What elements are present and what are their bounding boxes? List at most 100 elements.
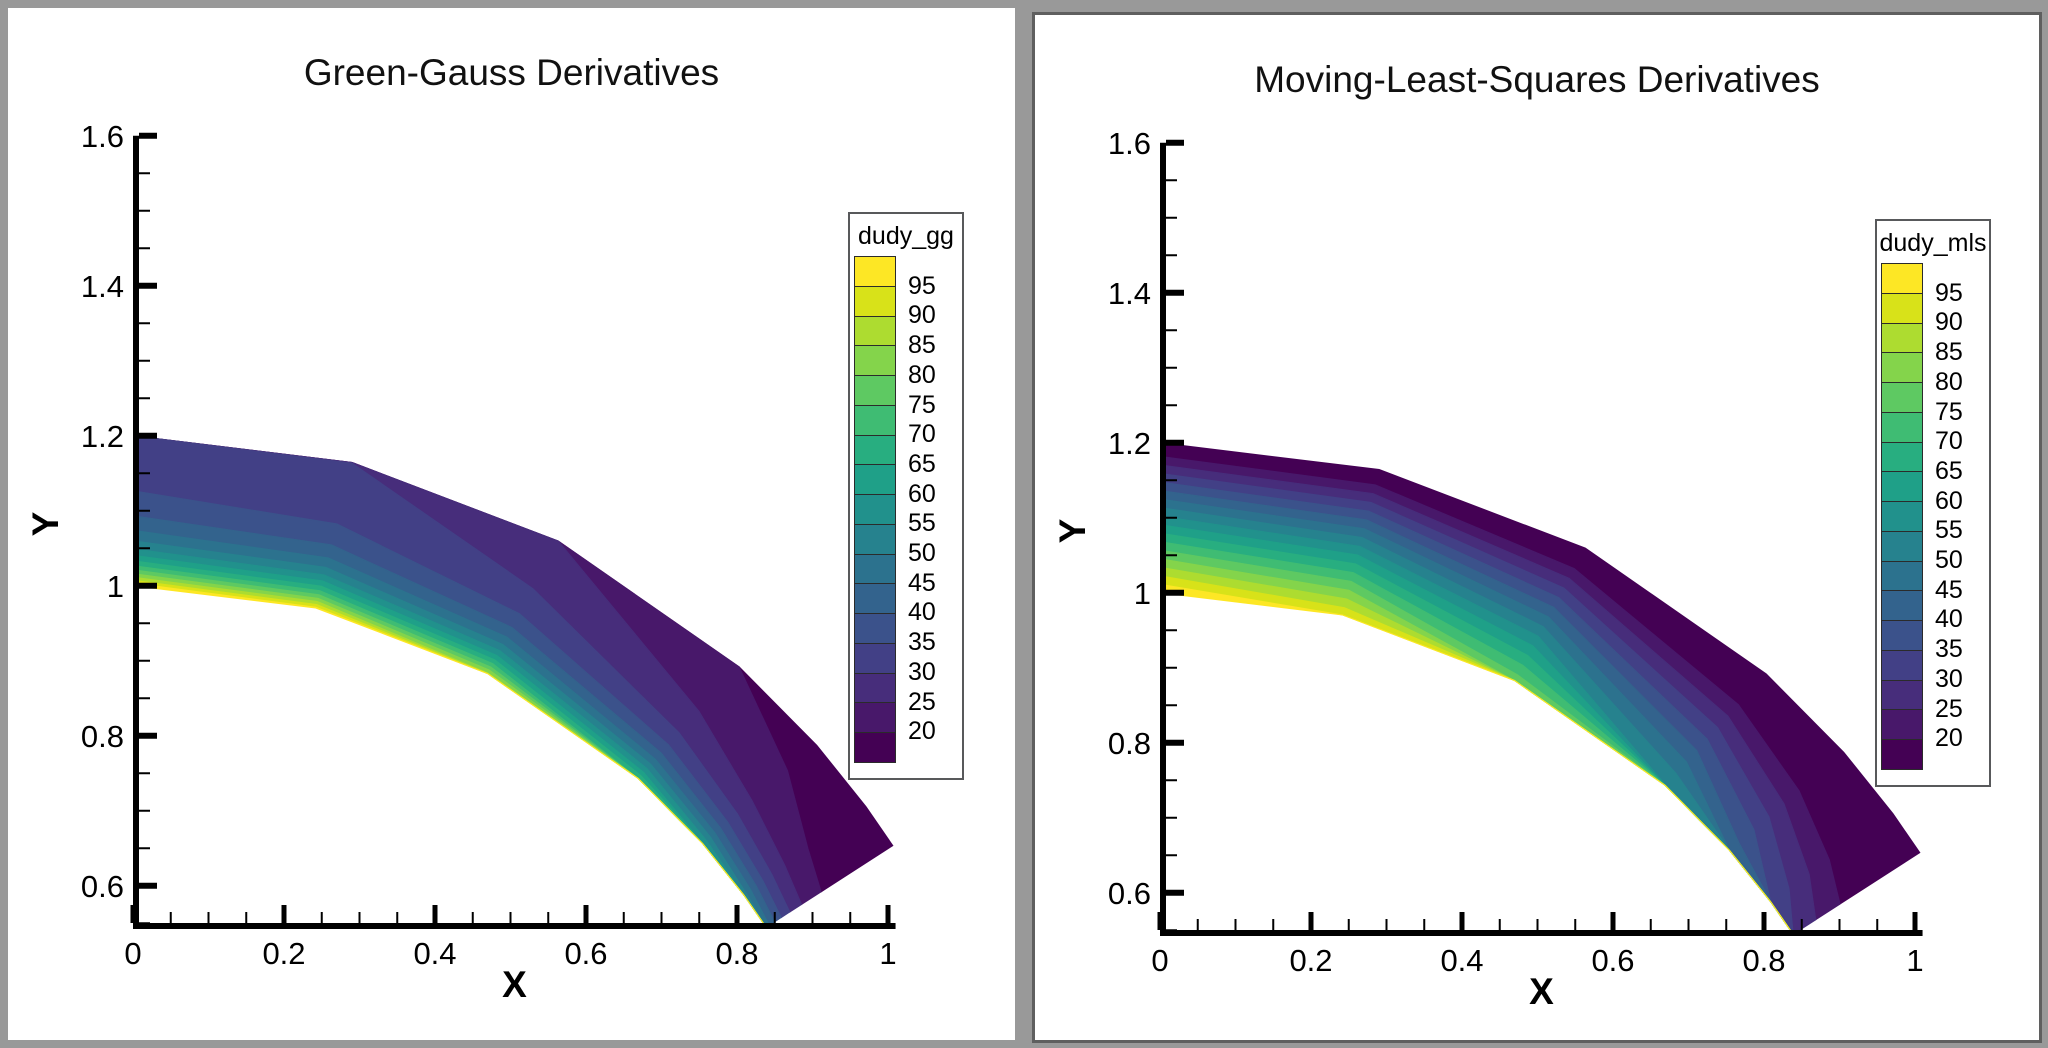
x-major-tick — [1761, 912, 1767, 930]
y-minor-tick — [139, 172, 150, 175]
y-major-tick — [139, 732, 157, 739]
y-tick-label: 0.6 — [1108, 876, 1151, 911]
x-tick-label: 0.8 — [715, 936, 758, 971]
colorbar-tick-label: 35 — [1935, 635, 1963, 664]
y-major-tick — [1166, 589, 1184, 596]
y-axis-line — [133, 135, 139, 929]
x-major-tick — [281, 905, 287, 923]
colorbar-band — [1882, 502, 1922, 532]
x-minor-tick — [1347, 919, 1350, 930]
x-minor-tick — [849, 912, 852, 923]
y-minor-tick — [139, 472, 150, 475]
colorbar-tick-label: 85 — [1935, 338, 1963, 367]
colorbar-tick-label: 30 — [908, 657, 936, 686]
y-minor-tick — [1166, 854, 1177, 857]
y-major-tick — [139, 132, 157, 139]
x-minor-tick — [1649, 919, 1652, 930]
colorbar-tick-label: 95 — [1935, 278, 1963, 307]
contour-band — [1160, 583, 1794, 934]
legend-title: dudy_gg — [858, 222, 954, 250]
x-tick-label: 0 — [124, 936, 141, 971]
colorbar-tick-label: 60 — [1935, 486, 1963, 515]
y-axis-title: Y — [25, 511, 66, 537]
colorbar-band — [1882, 621, 1922, 651]
colorbar-tick-label: 20 — [908, 717, 936, 746]
contour-field — [1160, 442, 1921, 934]
x-major-tick — [1459, 912, 1465, 930]
x-minor-tick — [207, 912, 210, 923]
colorbar-band — [855, 703, 895, 734]
legend-dudy-gg: dudy_gg 95 90 85 80 75 70 65 60 55 50 45 40 35 30 25 20 — [848, 212, 964, 780]
y-minor-tick — [139, 247, 150, 250]
panel-green-gauss: 0 0.2 0.4 0.6 0.8 1 0.6 0.8 1 1.2 1.4 1.6 Green-Gau… — [8, 8, 1015, 1040]
y-minor-tick — [1166, 816, 1177, 819]
y-minor-tick — [139, 209, 150, 212]
y-major-tick — [1166, 439, 1184, 446]
x-minor-tick — [358, 912, 361, 923]
colorbar-band — [1882, 680, 1922, 711]
x-minor-tick — [1272, 919, 1275, 930]
x-axis-title: X — [502, 964, 527, 1005]
y-axis-title: Y — [1052, 518, 1093, 544]
colorbar-band — [855, 286, 895, 317]
y-major-tick — [1166, 139, 1184, 146]
colorbar-band — [855, 405, 895, 436]
x-tick-label: 1 — [879, 936, 896, 971]
y-major-tick — [1166, 739, 1184, 746]
x-major-tick — [130, 905, 136, 923]
colorbar-tick-label: 90 — [1935, 308, 1963, 337]
colorbar-tick-label: 45 — [1935, 575, 1963, 604]
x-major-tick — [583, 905, 589, 923]
x-minor-tick — [1536, 919, 1539, 930]
colorbar-band — [1882, 264, 1922, 294]
colorbar-band — [855, 524, 895, 555]
x-major-tick — [1610, 912, 1616, 930]
x-minor-tick — [1876, 919, 1879, 930]
colorbar-tick-label: 35 — [908, 628, 936, 657]
y-minor-tick — [1166, 704, 1177, 707]
y-minor-tick — [1166, 554, 1177, 557]
colorbar-band — [855, 643, 895, 674]
colorbar-tick-label: 75 — [1935, 397, 1963, 426]
x-minor-tick — [320, 912, 323, 923]
y-tick-label: 0.8 — [1108, 726, 1151, 761]
y-minor-tick — [139, 847, 150, 850]
y-tick-label: 1.4 — [81, 269, 124, 304]
colorbar-band — [1882, 650, 1922, 681]
colorbar-band — [855, 584, 895, 615]
colorbar-band — [855, 495, 895, 525]
colorbar-tick-label: 40 — [908, 598, 936, 627]
y-tick-label: 1.6 — [1108, 126, 1151, 161]
colorbar-band — [1882, 412, 1922, 443]
colorbar — [1881, 263, 1923, 770]
y-minor-tick — [139, 622, 150, 625]
y-minor-tick — [139, 809, 150, 812]
colorbar-band — [1882, 353, 1922, 384]
colorbar-band — [1882, 323, 1922, 354]
x-major-tick — [432, 905, 438, 923]
contour-plot-green-gauss: 0 0.2 0.4 0.6 0.8 1 0.6 0.8 1 1.2 1.4 1.6 — [81, 119, 897, 971]
y-minor-tick — [1166, 179, 1177, 182]
colorbar-band — [855, 257, 895, 287]
colorbar — [854, 256, 896, 763]
y-tick-label: 1.2 — [1108, 426, 1151, 461]
y-major-tick — [139, 582, 157, 589]
y-minor-tick — [1166, 666, 1177, 669]
colorbar-tick-label: 85 — [908, 331, 936, 360]
colorbar-tick-label: 55 — [908, 509, 936, 538]
colorbar-band — [1882, 472, 1922, 503]
y-minor-tick — [1166, 516, 1177, 519]
x-minor-tick — [1838, 919, 1841, 930]
y-minor-tick — [139, 547, 150, 550]
y-major-tick — [139, 432, 157, 439]
legend-dudy-mls: dudy_mls 95 90 85 80 75 70 65 60 55 50 45 40 35 30 25 2… — [1875, 219, 1991, 787]
contour-field — [133, 435, 894, 927]
x-minor-tick — [1687, 919, 1690, 930]
colorbar-band — [855, 316, 895, 347]
colorbar-tick-label: 40 — [1935, 605, 1963, 634]
y-major-tick — [1166, 889, 1184, 896]
colorbar-tick-label: 80 — [1935, 367, 1963, 396]
colorbar-band — [855, 346, 895, 377]
y-minor-tick — [139, 322, 150, 325]
colorbar-band — [855, 733, 895, 763]
